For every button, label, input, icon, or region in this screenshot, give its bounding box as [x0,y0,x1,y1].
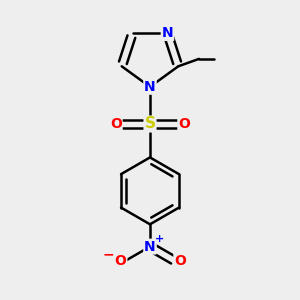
Text: S: S [145,116,155,131]
Text: O: O [178,117,190,131]
Text: −: − [102,247,114,261]
Text: N: N [144,80,156,94]
Text: O: O [115,254,127,268]
Text: O: O [110,117,122,131]
Text: N: N [162,26,173,40]
Text: +: + [155,234,164,244]
Text: O: O [174,254,186,268]
Text: N: N [144,240,156,254]
